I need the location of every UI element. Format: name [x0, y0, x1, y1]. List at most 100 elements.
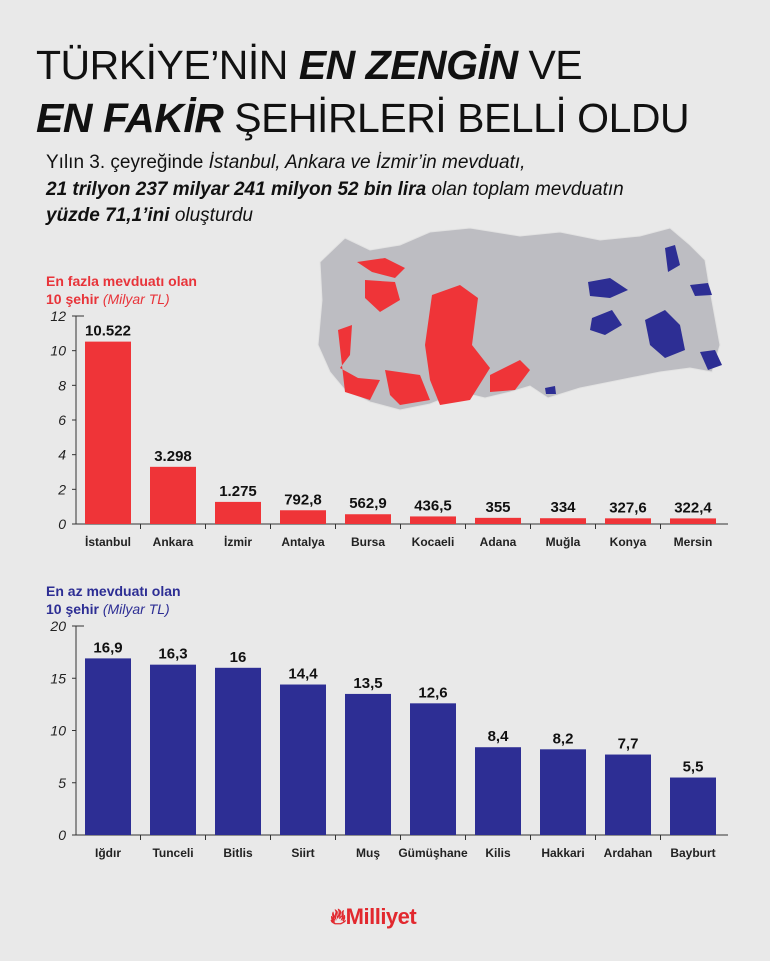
- y-tick-label: 10: [50, 723, 66, 739]
- map-region-ardahan: [665, 245, 680, 272]
- category-label: Muğla: [546, 535, 581, 549]
- y-tick-label: 0: [58, 827, 66, 843]
- bar: [410, 703, 456, 835]
- bar: [150, 664, 196, 835]
- data-label: 14,4: [288, 666, 318, 683]
- category-label: Ardahan: [604, 846, 653, 860]
- category-label: Gümüşhane: [398, 846, 468, 860]
- map-region-hakkari: [700, 350, 722, 370]
- data-label: 16,9: [93, 639, 122, 656]
- subtitle-line-2: 21 trilyon 237 milyar 241 milyon 52 bin …: [46, 180, 624, 199]
- subtitle-text: Yılın 3. çeyreğinde: [46, 152, 209, 173]
- bar: [540, 749, 586, 835]
- bottom-chart-title-line2: 10 şehir: [46, 601, 99, 617]
- y-tick-label: 4: [58, 447, 66, 463]
- map-region-mus-bitlis-siirt: [645, 310, 685, 358]
- y-tick-label: 20: [49, 618, 66, 634]
- category-label: Kocaeli: [412, 535, 455, 549]
- data-label: 16,3: [158, 646, 187, 663]
- bottom-chart-title: En az mevduatı olan 10 şehir (Milyar TL): [46, 582, 181, 618]
- category-label: Adana: [480, 535, 517, 549]
- subtitle-italic: oluşturdu: [169, 205, 253, 226]
- data-label: 562,9: [349, 495, 387, 512]
- subtitle-line-3: yüzde 71,1’ini oluşturdu: [46, 206, 253, 225]
- bar: [85, 341, 131, 524]
- y-tick-label: 2: [57, 481, 66, 497]
- top-deposits-bar-chart: 0 2 4 6 8 10 12 10.522 İstanbul 3.298 Ankara 1.275 İ…: [50, 308, 728, 549]
- bar: [475, 517, 521, 524]
- title-line-2: EN FAKİR ŞEHİRLERİ BELLİ OLDU: [36, 95, 690, 141]
- category-label: Mersin: [674, 535, 713, 549]
- data-label: 12,6: [418, 684, 447, 701]
- logo-text: Milliyet: [345, 904, 417, 929]
- title-text: VE: [517, 42, 583, 88]
- category-label: Muş: [356, 846, 380, 860]
- category-label: İstanbul: [85, 534, 131, 549]
- map-region-ankara-konya: [425, 285, 490, 405]
- map-region-izmir-mugla: [338, 325, 380, 400]
- turkey-map: [317, 227, 722, 411]
- lowest-deposits-bar-chart: 0 5 10 15 20 16,9 Iğdır 16,3 Tunceli 16 Bitlis 14,4…: [49, 618, 728, 860]
- top-chart-title: En fazla mevduatı olan 10 şehir (Milyar T…: [46, 272, 197, 308]
- data-label: 792,8: [284, 491, 322, 508]
- data-label: 7,7: [618, 736, 639, 753]
- data-label: 8,2: [553, 730, 574, 747]
- category-label: Bursa: [351, 535, 385, 549]
- milliyet-logo: 🔥︎Milliyet: [330, 904, 417, 930]
- data-label: 5,5: [683, 759, 704, 776]
- bar: [215, 667, 261, 835]
- title-emphasis: EN FAKİR: [36, 95, 224, 141]
- map-region-istanbul: [357, 258, 405, 278]
- bar: [670, 777, 716, 835]
- title-text: TÜRKİYE’NİN: [36, 42, 299, 88]
- y-tick-label: 12: [50, 308, 66, 324]
- category-label: İzmir: [224, 534, 252, 549]
- map-region-bursa-kocaeli: [365, 280, 400, 312]
- map-region-kilis: [545, 386, 556, 394]
- bar: [410, 516, 456, 524]
- category-label: Hakkari: [541, 846, 584, 860]
- title-line-1: TÜRKİYE’NİN EN ZENGİN VE: [36, 42, 583, 88]
- category-label: Bayburt: [670, 846, 715, 860]
- category-label: Konya: [610, 535, 647, 549]
- subtitle-italic: İstanbul, Ankara ve İzmir’in mevduatı,: [208, 152, 526, 173]
- data-label: 8,4: [488, 728, 510, 745]
- category-label: Kilis: [485, 846, 511, 860]
- category-label: Iğdır: [95, 846, 121, 860]
- bar: [605, 518, 651, 524]
- bottom-chart-title-line1: En az mevduatı olan: [46, 583, 181, 599]
- y-tick-label: 5: [58, 775, 66, 791]
- bar: [215, 501, 261, 524]
- data-label: 327,6: [609, 499, 647, 516]
- map-base: [317, 227, 721, 411]
- data-label: 334: [550, 499, 576, 516]
- bar: [280, 510, 326, 524]
- bar: [85, 658, 131, 835]
- bar: [475, 747, 521, 835]
- y-tick-label: 15: [50, 670, 66, 686]
- subtitle-bold: 21 trilyon 237 milyar 241 milyon 52 bin …: [46, 179, 427, 200]
- category-label: Antalya: [281, 535, 325, 549]
- data-label: 10.522: [85, 323, 131, 340]
- subtitle-bold: yüzde 71,1’ini: [46, 205, 170, 226]
- map-bottom-provinces: [545, 245, 722, 394]
- top-chart-title-line2: 10 şehir: [46, 291, 99, 307]
- category-label: Ankara: [153, 535, 194, 549]
- data-label: 1.275: [219, 483, 257, 500]
- data-label: 322,4: [674, 499, 712, 516]
- subtitle-line-1: Yılın 3. çeyreğinde İstanbul, Ankara ve …: [46, 153, 525, 172]
- bar: [670, 518, 716, 524]
- data-label: 436,5: [414, 497, 452, 514]
- map-region-tunceli: [590, 310, 622, 335]
- category-label: Bitlis: [223, 846, 253, 860]
- bottom-chart-unit: (Milyar TL): [102, 601, 170, 617]
- y-tick-label: 0: [58, 516, 66, 532]
- category-label: Tunceli: [152, 846, 193, 860]
- title-emphasis: EN ZENGİN: [298, 42, 518, 88]
- bar: [345, 693, 391, 835]
- data-label: 13,5: [353, 675, 382, 692]
- data-label: 355: [485, 499, 510, 516]
- map-region-igdir: [690, 283, 712, 296]
- title-text: ŞEHİRLERİ BELLİ OLDU: [223, 95, 690, 141]
